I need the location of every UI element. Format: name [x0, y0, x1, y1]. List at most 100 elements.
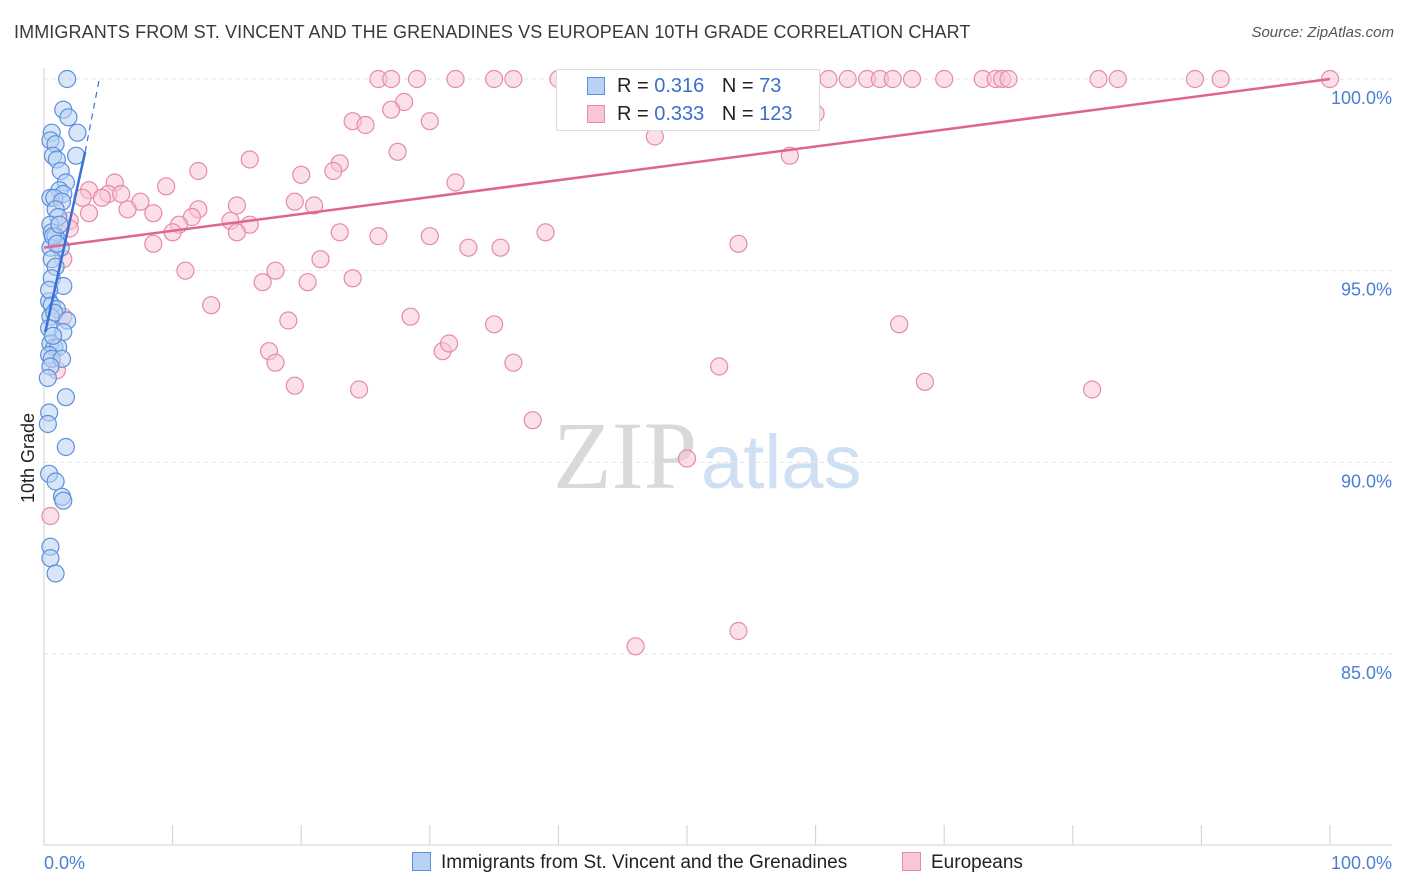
blue-r-value: 0.316 [654, 75, 705, 97]
europeans-point [227, 223, 246, 242]
pink-n-label: N = [721, 103, 760, 125]
europeans-point [324, 161, 343, 181]
stats-legend: R = 0.316 N = 73 R = 0.333 N = 123 [556, 69, 820, 131]
y-tick-label-1: 95.0% [1341, 280, 1392, 300]
europeans-point [999, 69, 1018, 89]
europeans-point [330, 223, 349, 242]
europeans-point [266, 261, 285, 280]
europeans-point [729, 621, 748, 641]
europeans-point [189, 161, 208, 181]
europeans-point [304, 196, 324, 215]
europeans-trend-line [43, 77, 1331, 249]
x-tick-label-0: 0.0% [44, 853, 85, 873]
legend-swatch-europeans [902, 852, 921, 871]
y-tick-label-2: 90.0% [1341, 471, 1392, 491]
europeans-point [459, 238, 478, 257]
europeans-point [298, 273, 317, 292]
europeans-point [382, 100, 401, 119]
europeans-point [420, 112, 439, 131]
immigrants-point [56, 388, 75, 407]
x-tick-label-1: 100.0% [1331, 853, 1392, 873]
europeans-points [41, 69, 1340, 656]
europeans-point [401, 307, 420, 326]
europeans-point [356, 115, 375, 135]
axes [43, 68, 1392, 846]
europeans-point [311, 250, 330, 269]
europeans-point [292, 165, 311, 184]
europeans-point [1089, 69, 1108, 89]
legend-item-europeans: Europeans [902, 852, 1023, 874]
europeans-point [485, 69, 504, 89]
immigrants-point [54, 491, 73, 510]
europeans-point [92, 188, 111, 207]
svg-immigrants-points [38, 69, 87, 583]
legend-label-europeans: Europeans [931, 852, 1023, 873]
chart-title: IMMIGRANTS FROM ST. VINCENT AND THE GREN… [14, 22, 971, 42]
pink-stats-row: R = 0.333 N = 123 [617, 103, 793, 126]
europeans-point [439, 334, 459, 353]
immigrants-point [68, 123, 87, 142]
europeans-point [157, 177, 176, 196]
immigrants-point [50, 215, 69, 234]
immigrants-point [43, 326, 63, 345]
immigrants-trend-extension [84, 78, 100, 152]
legend-item-immigrants: Immigrants from St. Vincent and the Gren… [412, 852, 847, 874]
europeans-point [253, 273, 272, 292]
europeans-point [915, 372, 935, 391]
europeans-point [112, 184, 131, 204]
europeans-point [285, 376, 304, 395]
europeans-point [1082, 380, 1102, 399]
y-axis-label: 10th Grade [18, 413, 38, 503]
europeans-point [79, 204, 99, 223]
europeans-point [710, 357, 729, 376]
europeans-point [343, 269, 362, 288]
europeans-point [1185, 69, 1205, 89]
europeans-point [118, 200, 137, 219]
europeans-point [1211, 69, 1230, 89]
europeans-point [446, 173, 465, 192]
blue-stats-row: R = 0.316 N = 73 [617, 75, 781, 98]
europeans-point [349, 380, 369, 399]
europeans-point [677, 449, 697, 468]
immigrants-point [46, 564, 65, 583]
europeans-point [266, 353, 285, 372]
europeans-point [729, 234, 748, 253]
blue-swatch [587, 77, 605, 95]
blue-n-label: N = [721, 75, 760, 97]
europeans-point [279, 311, 298, 330]
immigrants-point [46, 472, 65, 491]
europeans-point [838, 69, 857, 89]
europeans-point [1108, 69, 1127, 89]
europeans-point [890, 315, 909, 334]
europeans-point [382, 69, 401, 89]
europeans-point [369, 227, 388, 246]
europeans-point [227, 196, 246, 215]
watermark: ZIPatlas [553, 400, 862, 511]
immigrants-point [38, 368, 57, 388]
europeans-point [388, 142, 407, 161]
immigrants-point [38, 414, 57, 434]
europeans-point [523, 411, 542, 430]
europeans-point [285, 192, 304, 211]
europeans-point [935, 69, 954, 89]
europeans-point [176, 261, 195, 280]
immigrants-point [59, 108, 78, 127]
pink-n-value: 123 [759, 103, 793, 125]
immigrants-trend-line [44, 151, 87, 333]
immigrants-point [58, 69, 77, 89]
y-tick-label-3: 85.0% [1341, 663, 1392, 683]
europeans-point [883, 69, 902, 89]
blue-r-label: R = [617, 75, 655, 97]
immigrants-point [56, 437, 75, 457]
europeans-point [536, 223, 555, 242]
pink-r-value: 0.333 [654, 103, 705, 125]
europeans-point [407, 69, 427, 89]
watermark-zip: ZIP [553, 402, 697, 509]
y-tick-label-0: 100.0% [1331, 88, 1392, 108]
europeans-point [491, 238, 510, 257]
europeans-point [144, 234, 163, 253]
pink-swatch [587, 105, 605, 123]
europeans-point [819, 69, 838, 89]
chart-source: Source: ZipAtlas.com [1251, 24, 1394, 41]
immigrants-point [41, 549, 60, 568]
